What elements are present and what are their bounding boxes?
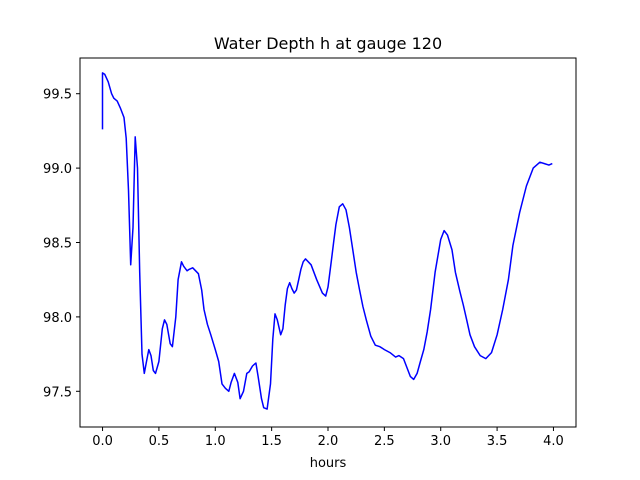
x-tick-label: 1.0 [205, 434, 226, 449]
x-tick-label: 0.0 [92, 434, 113, 449]
chart-title: Water Depth h at gauge 120 [214, 34, 442, 53]
x-axis: 0.0 0.5 1.0 1.5 2.0 2.5 3.0 3.5 4.0 [92, 427, 564, 449]
x-tick-label: 1.5 [261, 434, 282, 449]
x-axis-label: hours [310, 456, 347, 471]
y-tick-label: 98.5 [43, 237, 72, 252]
x-tick-label: 3.0 [430, 434, 451, 449]
series-line [101, 72, 553, 410]
plot-area [79, 57, 577, 428]
x-tick-label: 0.5 [149, 434, 170, 449]
y-tick-label: 97.5 [43, 385, 72, 400]
y-tick-label: 99.0 [43, 162, 72, 177]
y-tick-label: 99.5 [43, 88, 72, 103]
x-tick-label: 2.0 [318, 434, 339, 449]
y-tick-label: 98.0 [43, 311, 72, 326]
y-axis: 97.5 98.0 98.5 99.0 99.5 [43, 88, 80, 400]
x-tick-label: 2.5 [374, 434, 395, 449]
x-tick-label: 3.5 [487, 434, 508, 449]
x-tick-label: 4.0 [543, 434, 564, 449]
